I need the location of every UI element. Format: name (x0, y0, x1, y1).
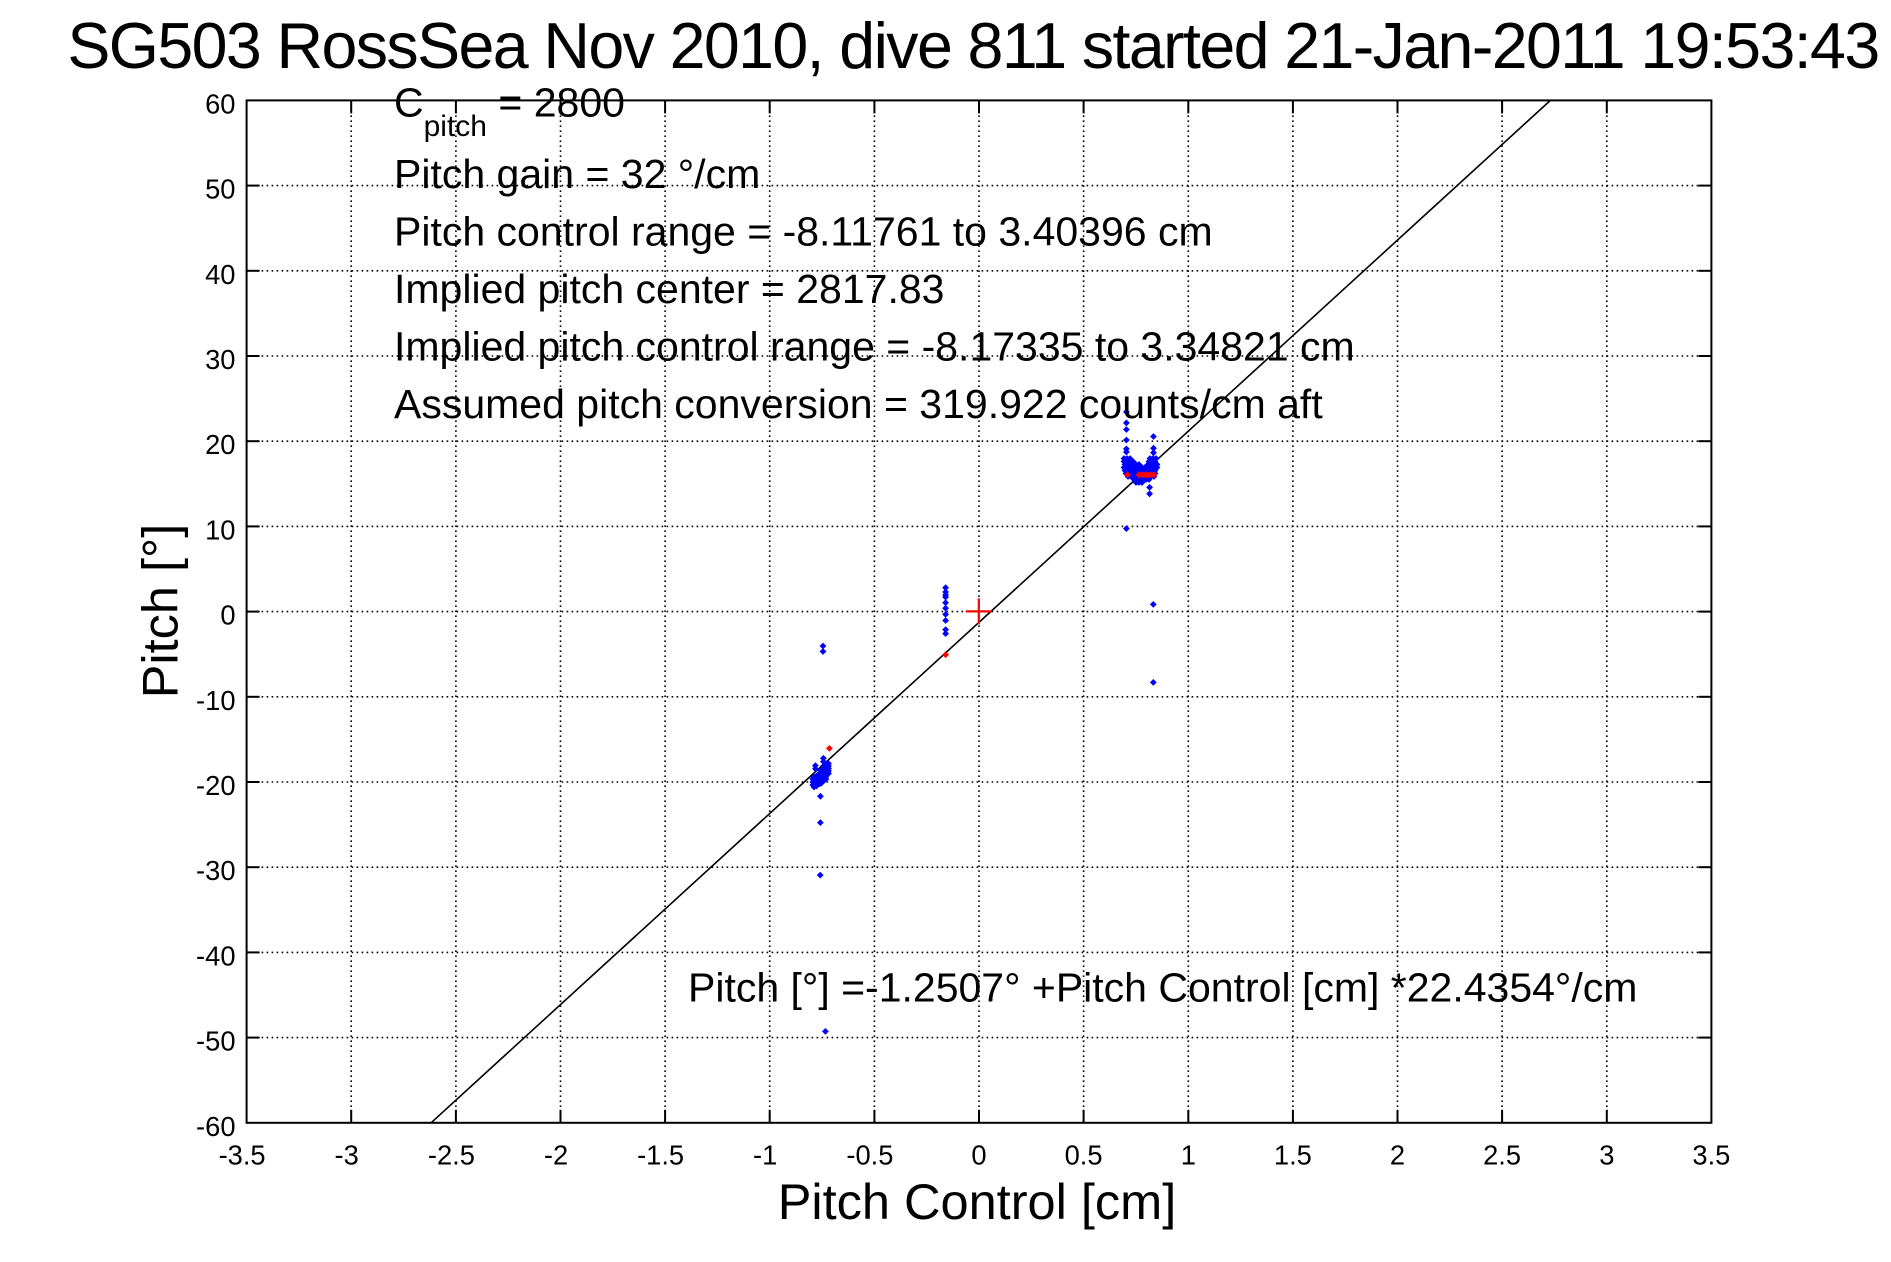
svg-text:-2.5: -2.5 (428, 1139, 475, 1170)
svg-text:SG503 RossSea Nov 2010, dive 8: SG503 RossSea Nov 2010, dive 811 started… (67, 10, 1878, 82)
svg-text:0.5: 0.5 (1065, 1139, 1103, 1170)
svg-text:-20: -20 (196, 770, 235, 801)
svg-text:-3.5: -3.5 (219, 1139, 266, 1170)
svg-text:Cpitch = 2800: Cpitch = 2800 (394, 80, 625, 144)
svg-text:Pitch control range = -8.11761: Pitch control range = -8.11761 to 3.4039… (394, 209, 1213, 255)
svg-text:1: 1 (1181, 1139, 1196, 1170)
svg-text:-40: -40 (196, 940, 235, 971)
svg-text:Assumed pitch conversion = 319: Assumed pitch conversion = 319.922 count… (394, 381, 1323, 427)
svg-text:-1: -1 (753, 1139, 777, 1170)
svg-text:-30: -30 (196, 855, 235, 886)
svg-text:Implied pitch center = 2817.83: Implied pitch center = 2817.83 (394, 266, 944, 312)
svg-text:50: 50 (205, 174, 235, 205)
svg-text:-2: -2 (544, 1139, 568, 1170)
svg-text:Pitch [°] =-1.2507° +Pitch Con: Pitch [°] =-1.2507° +Pitch Control [cm] … (688, 965, 1637, 1011)
svg-text:3.5: 3.5 (1692, 1139, 1730, 1170)
svg-text:0: 0 (220, 600, 235, 631)
svg-text:0: 0 (971, 1139, 986, 1170)
svg-text:-60: -60 (196, 1111, 235, 1142)
svg-text:30: 30 (205, 344, 235, 375)
svg-text:-1.5: -1.5 (637, 1139, 684, 1170)
svg-text:40: 40 (205, 259, 235, 290)
svg-text:Pitch [°]: Pitch [°] (132, 524, 189, 699)
svg-text:60: 60 (205, 88, 235, 119)
svg-text:-3: -3 (335, 1139, 359, 1170)
svg-text:2: 2 (1390, 1139, 1405, 1170)
svg-text:Pitch gain = 32 °/cm: Pitch gain = 32 °/cm (394, 151, 760, 197)
svg-text:-0.5: -0.5 (846, 1139, 893, 1170)
svg-text:20: 20 (205, 429, 235, 460)
svg-text:3: 3 (1599, 1139, 1614, 1170)
svg-text:Implied pitch control range =: Implied pitch control range = -8.17335 t… (394, 324, 1355, 370)
svg-text:10: 10 (205, 514, 235, 545)
svg-text:2.5: 2.5 (1483, 1139, 1521, 1170)
svg-text:1.5: 1.5 (1274, 1139, 1312, 1170)
svg-text:Pitch Control [cm]: Pitch Control [cm] (778, 1173, 1177, 1230)
svg-text:-50: -50 (196, 1026, 235, 1057)
svg-text:-10: -10 (196, 685, 235, 716)
